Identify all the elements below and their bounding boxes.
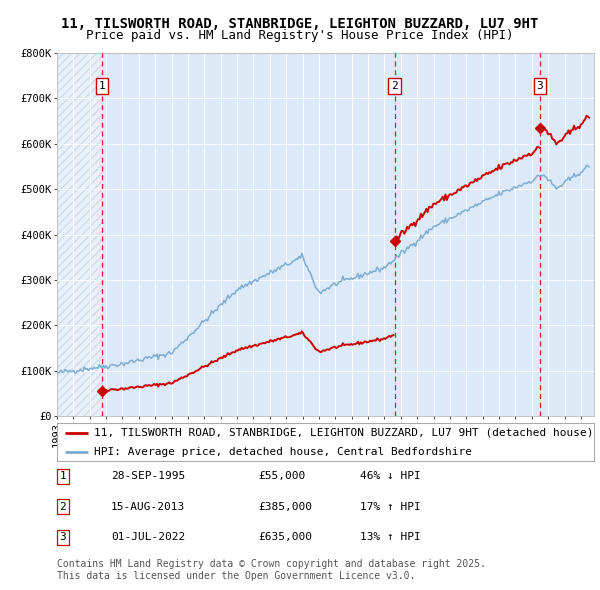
Text: 1: 1 (98, 81, 106, 91)
Text: £635,000: £635,000 (258, 533, 312, 542)
Text: 11, TILSWORTH ROAD, STANBRIDGE, LEIGHTON BUZZARD, LU7 9HT (detached house): 11, TILSWORTH ROAD, STANBRIDGE, LEIGHTON… (94, 428, 593, 438)
Text: 28-SEP-1995: 28-SEP-1995 (111, 471, 185, 481)
Text: 1: 1 (59, 471, 67, 481)
Text: 01-JUL-2022: 01-JUL-2022 (111, 533, 185, 542)
Text: 2: 2 (391, 81, 398, 91)
Text: 46% ↓ HPI: 46% ↓ HPI (360, 471, 421, 481)
Text: Price paid vs. HM Land Registry's House Price Index (HPI): Price paid vs. HM Land Registry's House … (86, 29, 514, 42)
Text: 3: 3 (536, 81, 544, 91)
Text: HPI: Average price, detached house, Central Bedfordshire: HPI: Average price, detached house, Cent… (94, 447, 472, 457)
Text: 13% ↑ HPI: 13% ↑ HPI (360, 533, 421, 542)
Text: 17% ↑ HPI: 17% ↑ HPI (360, 502, 421, 512)
Text: 3: 3 (59, 533, 67, 542)
Text: £385,000: £385,000 (258, 502, 312, 512)
Text: 15-AUG-2013: 15-AUG-2013 (111, 502, 185, 512)
Bar (57, 53, 102, 416)
Text: Contains HM Land Registry data © Crown copyright and database right 2025.
This d: Contains HM Land Registry data © Crown c… (57, 559, 486, 581)
Text: £55,000: £55,000 (258, 471, 305, 481)
Text: 2: 2 (59, 502, 67, 512)
Text: 11, TILSWORTH ROAD, STANBRIDGE, LEIGHTON BUZZARD, LU7 9HT: 11, TILSWORTH ROAD, STANBRIDGE, LEIGHTON… (61, 17, 539, 31)
